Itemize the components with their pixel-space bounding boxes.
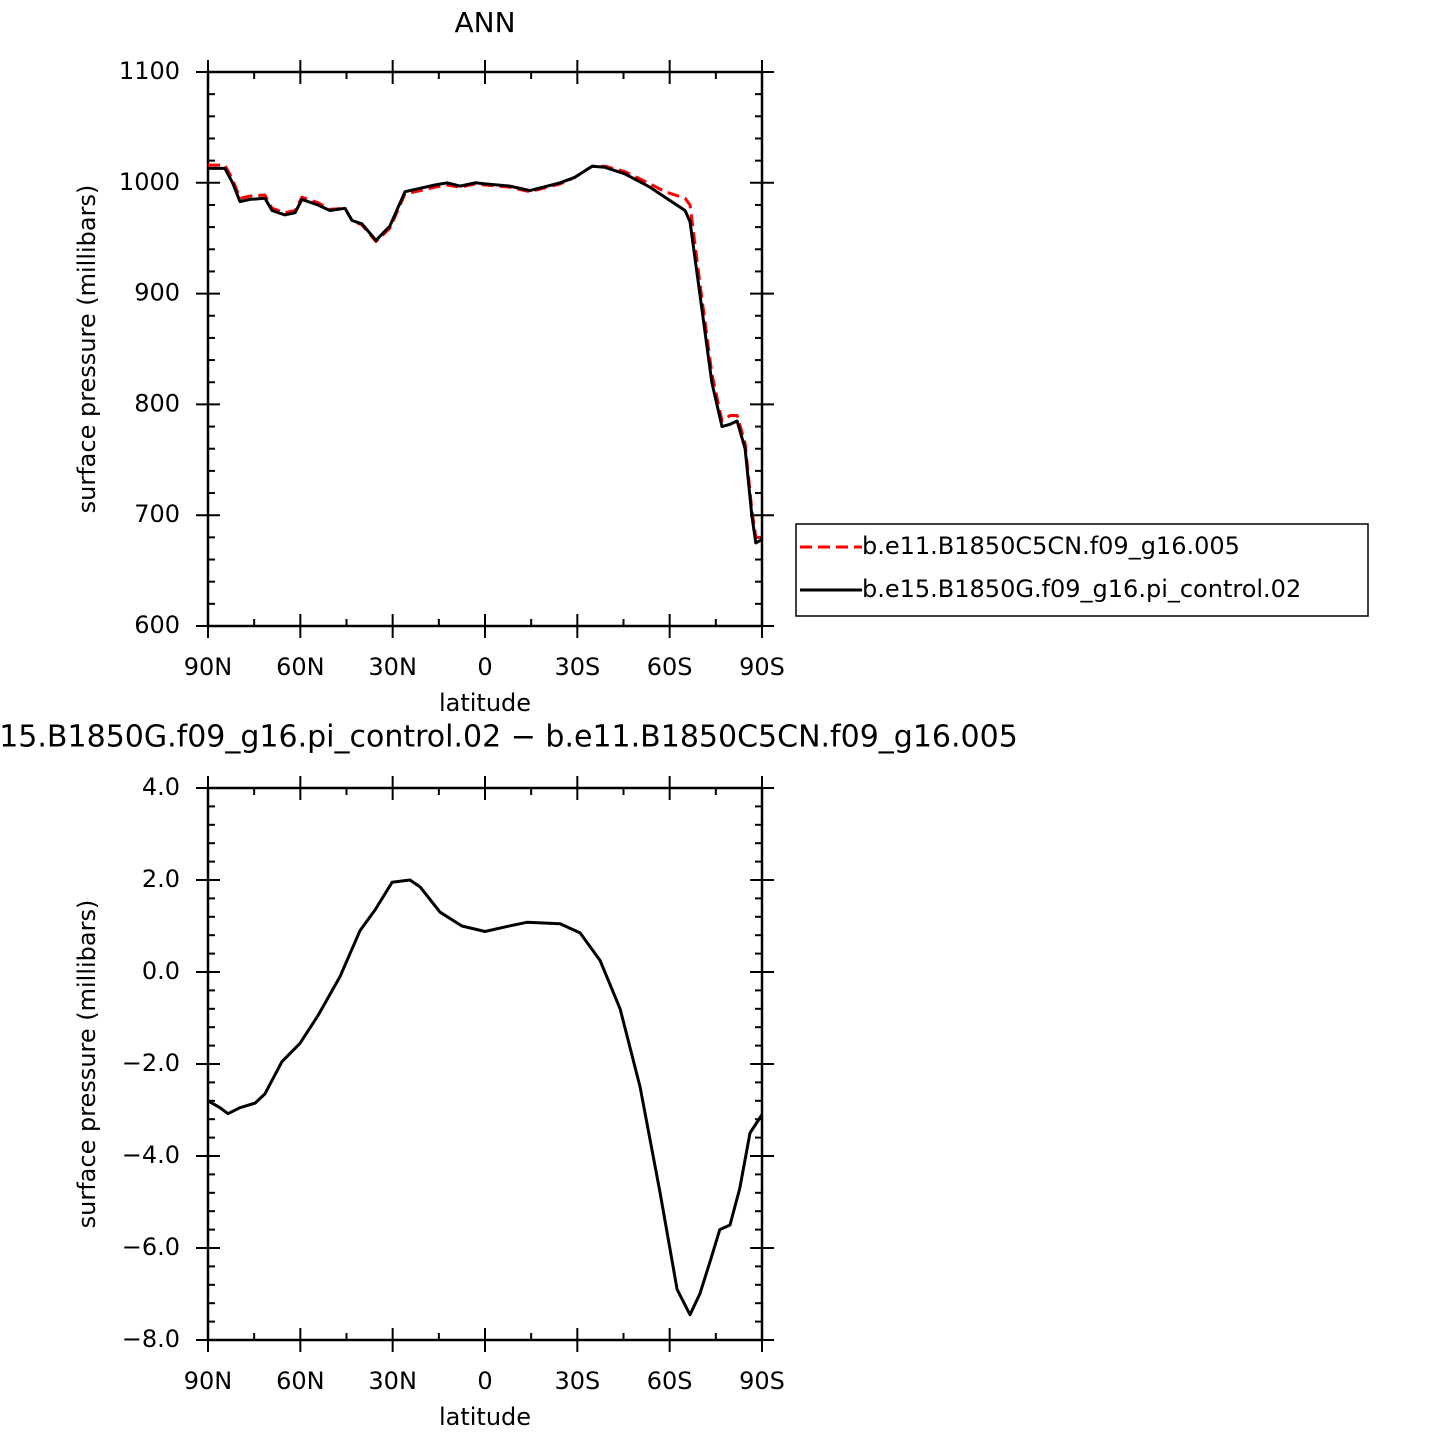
data-line [207, 878, 764, 1317]
x-tick-label: 60N [276, 1367, 325, 1395]
x-tick-label: 30N [368, 1367, 417, 1395]
x-axis-label: latitude [439, 1403, 531, 1431]
y-tick-label: −4.0 [122, 1141, 180, 1169]
y-tick-label: 600 [134, 611, 180, 639]
y-tick-label: 1100 [119, 57, 180, 85]
y-tick-label: 1000 [119, 168, 180, 196]
plot-frame [206, 786, 764, 1342]
y-tick-label: 700 [134, 500, 180, 528]
x-tick-label: 0 [477, 1367, 492, 1395]
x-tick-label: 30S [554, 653, 600, 681]
x-axis-label: latitude [439, 689, 531, 717]
y-axis-label: surface pressure (millibars) [73, 900, 101, 1229]
x-tick-label: 60S [647, 653, 693, 681]
legend-box [795, 523, 1369, 617]
x-tick-label: 0 [477, 653, 492, 681]
x-tick-label: 60S [647, 1367, 693, 1395]
legend-label: b.e15.B1850G.f09_g16.pi_control.02 [862, 575, 1301, 603]
x-tick-label: 90N [184, 653, 233, 681]
x-tick-label: 60N [276, 653, 325, 681]
y-tick-label: 900 [134, 279, 180, 307]
x-tick-label: 90S [739, 1367, 785, 1395]
data-line [208, 163, 762, 539]
x-tick-label: 30N [368, 653, 417, 681]
x-tick-label: 90S [739, 653, 785, 681]
y-tick-label: 0.0 [142, 957, 180, 985]
y-axis-label: surface pressure (millibars) [73, 185, 101, 514]
y-tick-label: −2.0 [122, 1049, 180, 1077]
y-tick-label: 800 [134, 389, 180, 417]
y-tick-label: −6.0 [122, 1233, 180, 1261]
plot-frame [206, 70, 764, 628]
x-tick-label: 90N [184, 1367, 233, 1395]
y-tick-label: −8.0 [122, 1325, 180, 1353]
y-tick-label: 4.0 [142, 773, 180, 801]
legend-label: b.e11.B1850C5CN.f09_g16.005 [862, 532, 1240, 560]
y-tick-label: 2.0 [142, 865, 180, 893]
data-line [208, 164, 763, 545]
chart-title: b.e15.B1850G.f09_g16.pi_control.02 − b.e… [0, 720, 1018, 755]
x-tick-label: 30S [554, 1367, 600, 1395]
chart-title: ANN [454, 6, 515, 39]
